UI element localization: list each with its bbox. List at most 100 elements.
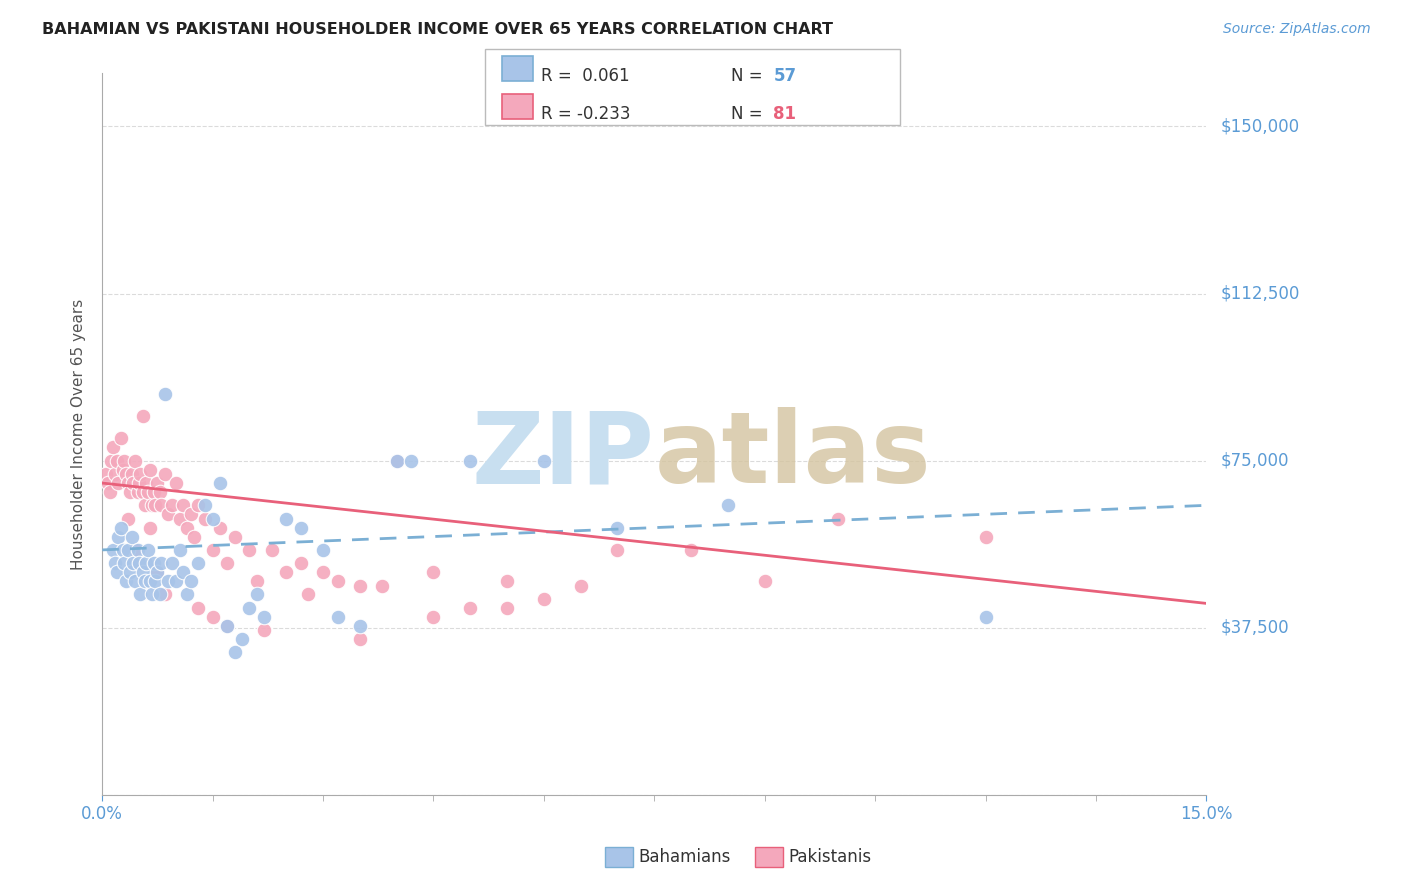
- Point: [246, 574, 269, 588]
- Point: [112, 556, 135, 570]
- Point: [533, 591, 555, 606]
- Point: [349, 632, 371, 646]
- Point: [135, 476, 157, 491]
- Point: [107, 530, 129, 544]
- Point: [129, 587, 152, 601]
- Text: N =: N =: [731, 67, 768, 85]
- Point: [208, 521, 231, 535]
- Point: [124, 454, 146, 468]
- Point: [121, 530, 143, 544]
- Point: [401, 454, 423, 468]
- Point: [217, 618, 239, 632]
- Point: [974, 609, 997, 624]
- Point: [172, 565, 194, 579]
- Point: [187, 600, 209, 615]
- Point: [124, 542, 146, 557]
- Point: [122, 556, 145, 570]
- Point: [128, 476, 150, 491]
- Point: [94, 467, 117, 482]
- Point: [208, 476, 231, 491]
- Point: [217, 556, 239, 570]
- Point: [127, 485, 149, 500]
- Point: [111, 463, 134, 477]
- Point: [246, 587, 269, 601]
- Point: [110, 432, 132, 446]
- Point: [139, 574, 162, 588]
- Point: [131, 565, 153, 579]
- Text: Bahamians: Bahamians: [638, 848, 731, 866]
- Point: [224, 530, 246, 544]
- Point: [131, 409, 153, 424]
- Point: [385, 454, 408, 468]
- Point: [385, 454, 408, 468]
- Point: [97, 476, 120, 491]
- Point: [124, 574, 146, 588]
- Point: [371, 578, 394, 592]
- Point: [176, 521, 198, 535]
- Point: [681, 542, 703, 557]
- Point: [458, 600, 481, 615]
- Point: [827, 512, 849, 526]
- Point: [142, 485, 165, 500]
- Point: [134, 499, 156, 513]
- Point: [180, 508, 202, 522]
- Point: [349, 578, 371, 592]
- Text: N =: N =: [731, 104, 768, 122]
- Point: [326, 609, 349, 624]
- Point: [217, 618, 239, 632]
- Point: [569, 578, 592, 592]
- Point: [122, 476, 145, 491]
- Text: $37,500: $37,500: [1220, 619, 1289, 637]
- Point: [112, 454, 135, 468]
- Point: [201, 512, 224, 526]
- Point: [312, 542, 335, 557]
- Point: [146, 565, 169, 579]
- Point: [120, 485, 142, 500]
- Point: [141, 587, 163, 601]
- Point: [129, 467, 152, 482]
- Point: [231, 632, 253, 646]
- Point: [149, 587, 172, 601]
- Point: [606, 521, 628, 535]
- Point: [201, 542, 224, 557]
- Text: $75,000: $75,000: [1220, 451, 1289, 470]
- Point: [176, 587, 198, 601]
- Text: 81: 81: [773, 104, 796, 122]
- Point: [276, 512, 298, 526]
- Point: [153, 387, 176, 401]
- Point: [121, 467, 143, 482]
- Text: atlas: atlas: [654, 407, 931, 504]
- Point: [169, 542, 191, 557]
- Point: [103, 542, 125, 557]
- Point: [187, 556, 209, 570]
- Text: R =  0.061: R = 0.061: [541, 67, 630, 85]
- Point: [165, 476, 187, 491]
- Y-axis label: Householder Income Over 65 years: Householder Income Over 65 years: [72, 299, 86, 570]
- Point: [139, 463, 162, 477]
- Point: [139, 521, 162, 535]
- Text: ZIP: ZIP: [471, 407, 654, 504]
- Point: [105, 565, 128, 579]
- Text: 57: 57: [773, 67, 796, 85]
- Point: [104, 556, 127, 570]
- Point: [238, 600, 260, 615]
- Point: [157, 508, 180, 522]
- Point: [458, 454, 481, 468]
- Point: [533, 454, 555, 468]
- Point: [276, 565, 298, 579]
- Point: [172, 499, 194, 513]
- Point: [114, 574, 136, 588]
- Point: [98, 485, 121, 500]
- Point: [103, 441, 125, 455]
- Point: [717, 499, 740, 513]
- Point: [422, 565, 444, 579]
- Point: [117, 476, 139, 491]
- Point: [169, 512, 191, 526]
- Point: [150, 556, 173, 570]
- Point: [754, 574, 776, 588]
- Point: [157, 574, 180, 588]
- Point: [117, 512, 139, 526]
- Point: [496, 574, 519, 588]
- Point: [165, 574, 187, 588]
- Point: [141, 499, 163, 513]
